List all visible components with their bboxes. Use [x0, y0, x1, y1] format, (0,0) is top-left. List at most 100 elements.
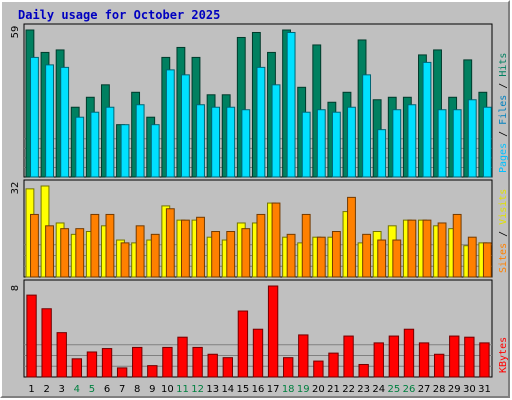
- bar-kbytes-day-6: [101, 348, 113, 378]
- x-axis-labels: 1 2 3 4 5 6 7 8 9 10 11 12 13 14 15 16 17 18 19 20 21 22 23 24 2…: [28, 384, 490, 395]
- x-tick-label: 19: [297, 384, 310, 395]
- bar-sites-day-7: [120, 242, 130, 278]
- x-tick-label: 13: [206, 384, 219, 395]
- bar-files-day-14: [226, 106, 236, 178]
- bar-kbytes-day-7: [116, 367, 128, 378]
- bar-sites-day-29: [452, 213, 462, 278]
- bar-kbytes-day-25: [388, 335, 400, 378]
- bar-sites-day-3: [60, 228, 70, 278]
- bar-kbytes-day-1: [26, 294, 37, 378]
- bar-sites-day-20: [316, 236, 326, 278]
- bar-sites-day-22: [347, 196, 356, 278]
- x-tick-label: 31: [478, 384, 491, 395]
- legend-part: KBytes: [498, 337, 509, 373]
- bar-files-day-3: [60, 66, 70, 178]
- bar-sites-day-11: [180, 219, 190, 278]
- bar-sites-day-24: [377, 239, 387, 278]
- bar-sites-day-14: [226, 231, 236, 278]
- bar-files-day-2: [45, 64, 54, 178]
- x-tick-label: 29: [448, 384, 461, 395]
- x-tick-label: 24: [372, 384, 385, 395]
- legend-hits-files-pages: Pages / Files / Hits: [498, 53, 509, 173]
- legend-kbytes: KBytes: [498, 337, 509, 373]
- bar-sites-day-21: [331, 231, 341, 278]
- x-tick-label: 6: [104, 384, 110, 395]
- x-tick-label: 18: [282, 384, 295, 395]
- bar-sites-day-10: [165, 208, 175, 278]
- bar-kbytes-day-5: [86, 351, 98, 378]
- bar-kbytes-day-15: [237, 310, 249, 378]
- bar-files-day-16: [256, 66, 266, 178]
- x-tick-label: 8: [134, 384, 140, 395]
- bar-sites-day-23: [362, 233, 372, 278]
- chart-title: Daily usage for October 2025: [18, 8, 221, 22]
- bar-sites-day-31: [482, 242, 492, 278]
- bar-sites-day-27: [422, 219, 432, 278]
- bar-files-day-6: [105, 106, 115, 178]
- bar-sites-day-8: [135, 225, 145, 278]
- bar-kbytes-day-26: [403, 328, 415, 378]
- bar-kbytes-day-22: [343, 335, 354, 378]
- bar-files-day-22: [347, 106, 356, 178]
- bar-sites-day-12: [196, 216, 205, 278]
- bar-files-day-13: [211, 106, 221, 178]
- x-tick-label: 4: [74, 384, 80, 395]
- bar-files-day-28: [437, 109, 447, 178]
- bar-kbytes-day-4: [71, 358, 83, 378]
- bar-files-day-18: [286, 31, 296, 178]
- y-max-label: 59: [10, 26, 21, 39]
- x-tick-label: 25: [388, 384, 401, 395]
- panel-hits-files: 59 Pages / Files / Hits: [10, 23, 509, 178]
- bar-kbytes-day-27: [418, 342, 430, 378]
- bar-sites-day-18: [286, 233, 296, 278]
- x-tick-label: 17: [267, 384, 280, 395]
- bar-files-day-23: [362, 74, 372, 178]
- bar-kbytes-day-10: [162, 346, 173, 378]
- bar-kbytes-day-20: [313, 360, 324, 378]
- legend-part: Pages: [498, 143, 509, 173]
- bar-files-day-1: [30, 56, 39, 178]
- bar-files-day-12: [196, 104, 205, 178]
- legend-part: Hits: [498, 53, 509, 77]
- bar-kbytes-day-30: [464, 336, 475, 378]
- x-tick-label: 2: [43, 384, 49, 395]
- x-tick-label: 5: [89, 384, 95, 395]
- bar-files-day-25: [392, 109, 402, 178]
- bar-kbytes-day-8: [132, 346, 143, 378]
- bar-sites-day-28: [437, 222, 447, 278]
- bar-kbytes-day-11: [177, 336, 188, 378]
- bar-kbytes-day-3: [56, 332, 67, 378]
- x-tick-label: 30: [463, 384, 476, 395]
- bar-kbytes-day-17: [267, 285, 279, 378]
- bar-kbytes-day-21: [328, 352, 339, 378]
- x-tick-label: 12: [191, 384, 204, 395]
- bar-files-day-19: [301, 111, 311, 178]
- legend-part: Visits: [498, 189, 509, 225]
- bar-sites-day-15: [241, 228, 251, 278]
- bar-files-day-20: [316, 109, 326, 178]
- x-tick-label: 3: [59, 384, 65, 395]
- bar-files-day-21: [331, 111, 341, 178]
- bar-sites-day-19: [301, 213, 311, 278]
- bar-files-day-8: [135, 104, 145, 178]
- x-tick-label: 22: [342, 384, 355, 395]
- x-tick-label: 1: [28, 384, 34, 395]
- bar-sites-day-9: [150, 233, 160, 278]
- bar-sites-day-17: [271, 202, 281, 278]
- x-tick-label: 26: [403, 384, 416, 395]
- legend-part: Files: [498, 95, 509, 125]
- bar-kbytes-day-23: [358, 363, 369, 378]
- bar-sites-day-5: [90, 213, 100, 278]
- bar-files-day-31: [482, 106, 492, 178]
- bar-files-day-5: [90, 111, 100, 178]
- x-tick-label: 21: [327, 384, 340, 395]
- bar-sites-day-6: [105, 213, 115, 278]
- legend-part: /: [498, 225, 509, 243]
- bar-sites-day-30: [467, 236, 477, 278]
- x-tick-label: 7: [119, 384, 125, 395]
- bar-kbytes-day-31: [479, 342, 490, 378]
- bar-files-day-9: [150, 124, 160, 178]
- x-tick-label: 10: [161, 384, 174, 395]
- bar-files-day-30: [467, 99, 477, 178]
